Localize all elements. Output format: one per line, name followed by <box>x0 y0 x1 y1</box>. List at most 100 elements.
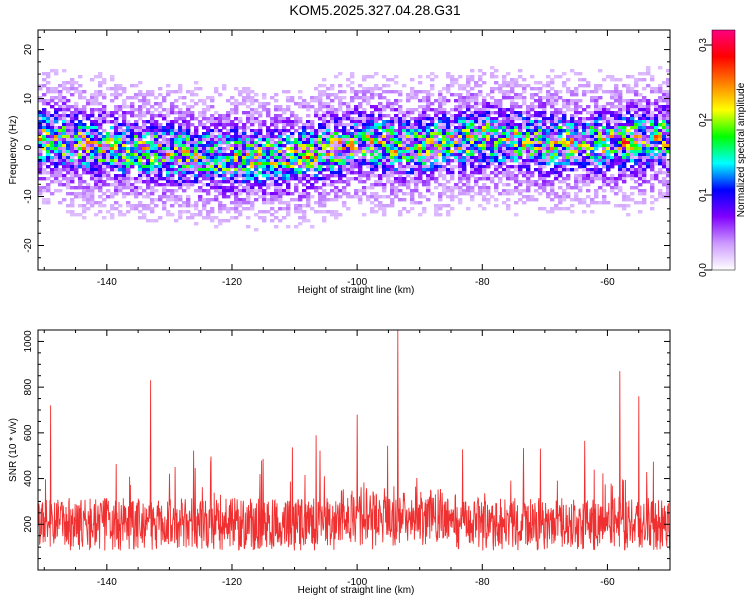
spectrogram-cell <box>206 153 211 157</box>
spectrogram-cell <box>130 108 135 112</box>
spectrogram-cell <box>638 165 643 169</box>
spectrogram-cell <box>294 102 299 106</box>
spectrogram-cell <box>394 186 399 190</box>
spectrogram-cell <box>550 87 555 91</box>
spectrogram-cell <box>586 129 591 133</box>
spectrogram-cell <box>286 183 291 187</box>
spectrogram-cell <box>490 177 495 181</box>
spectrogram-cell <box>178 117 183 121</box>
spectrogram-cell <box>170 180 175 184</box>
spectrogram-cell <box>446 195 451 199</box>
spectrogram-cell <box>118 159 123 163</box>
spectrogram-cell <box>474 144 479 148</box>
spectrogram-cell <box>86 201 91 205</box>
spectrogram-cell <box>50 105 55 109</box>
spectrogram-cell <box>250 183 255 187</box>
spectrogram-cell <box>142 147 147 151</box>
spectrogram-cell <box>374 87 379 91</box>
spectrogram-cell <box>554 99 559 103</box>
spectrogram-cell <box>434 177 439 181</box>
spectrogram-cell <box>290 141 295 145</box>
spectrogram-cell <box>626 105 631 109</box>
spectrogram-cell <box>586 135 591 139</box>
spectrogram-cell <box>326 111 331 115</box>
spectrogram-cell <box>86 207 91 211</box>
spectrogram-cell <box>586 174 591 178</box>
spectrogram-cell <box>470 147 475 151</box>
spectrogram-cell <box>254 162 259 166</box>
spectrogram-cell <box>250 117 255 121</box>
spectrogram-cell <box>58 153 63 157</box>
spectrogram-cell <box>66 162 71 166</box>
spectrogram-cell <box>378 138 383 142</box>
spectrogram-cell <box>258 153 263 157</box>
spectrogram-cell <box>242 90 247 94</box>
spectrogram-cell <box>594 153 599 157</box>
spectrogram-cell <box>170 213 175 217</box>
spectrogram-cell <box>310 165 315 169</box>
spectrogram-cell <box>514 105 519 109</box>
spectrogram-cell <box>654 198 659 202</box>
spectrogram-cell <box>70 201 75 205</box>
spectrogram-cell <box>530 108 535 112</box>
spectrogram-cell <box>662 138 667 142</box>
spectrogram-cell <box>54 111 59 115</box>
spectrogram-cell <box>618 117 623 121</box>
spectrogram-cell <box>406 153 411 157</box>
spectrogram-cell <box>166 129 171 133</box>
spectrogram-cell <box>386 141 391 145</box>
spectrogram-cell <box>558 147 563 151</box>
spectrogram-cell <box>262 144 267 148</box>
spectrogram-cell <box>62 141 67 145</box>
spectrogram-cell <box>634 93 639 97</box>
spectrogram-cell <box>78 90 83 94</box>
spectrogram-cell <box>66 99 71 103</box>
spectrogram-xtick-label: -60 <box>600 277 615 288</box>
spectrogram-cell <box>122 99 127 103</box>
spectrogram-cell <box>638 141 643 145</box>
spectrogram-cell <box>54 117 59 121</box>
spectrogram-cell <box>610 150 615 154</box>
spectrogram-cell <box>302 162 307 166</box>
spectrogram-cell <box>662 126 667 130</box>
spectrogram-cell <box>622 126 627 130</box>
spectrogram-cell <box>466 153 471 157</box>
spectrogram-cell <box>658 153 663 157</box>
spectrogram-cell <box>46 198 51 202</box>
spectrogram-cell <box>122 132 127 136</box>
spectrogram-cell <box>402 165 407 169</box>
spectrogram-cell <box>294 159 299 163</box>
spectrogram-cell <box>394 141 399 145</box>
spectrogram-cell <box>506 147 511 151</box>
spectrogram-cell <box>226 120 231 124</box>
spectrogram-cell <box>406 165 411 169</box>
spectrogram-cell <box>90 129 95 133</box>
spectrogram-cell <box>478 153 483 157</box>
spectrogram-cell <box>514 186 519 190</box>
spectrogram-cell <box>666 105 670 109</box>
spectrogram-cell <box>378 150 383 154</box>
spectrogram-cell <box>574 168 579 172</box>
spectrogram-cell <box>194 150 199 154</box>
spectrogram-cell <box>490 159 495 163</box>
spectrogram-cell <box>470 153 475 157</box>
spectrogram-cell <box>162 96 167 100</box>
spectrogram-cell <box>506 72 511 76</box>
spectrogram-cell <box>474 135 479 139</box>
spectrogram-cell <box>350 120 355 124</box>
spectrogram-cell <box>262 171 267 175</box>
spectrogram-cell <box>290 99 295 103</box>
spectrogram-cell <box>454 99 459 103</box>
spectrogram-cell <box>154 219 159 223</box>
spectrogram-cell <box>306 219 311 223</box>
spectrogram-cell <box>210 210 215 214</box>
spectrogram-cell <box>530 174 535 178</box>
spectrogram-cell <box>230 102 235 106</box>
spectrogram-cell <box>302 216 307 220</box>
spectrogram-cell <box>506 204 511 208</box>
spectrogram-cell <box>70 129 75 133</box>
spectrogram-cell <box>170 102 175 106</box>
spectrogram-cell <box>558 117 563 121</box>
spectrogram-cell <box>630 114 635 118</box>
spectrogram-cell <box>470 69 475 73</box>
